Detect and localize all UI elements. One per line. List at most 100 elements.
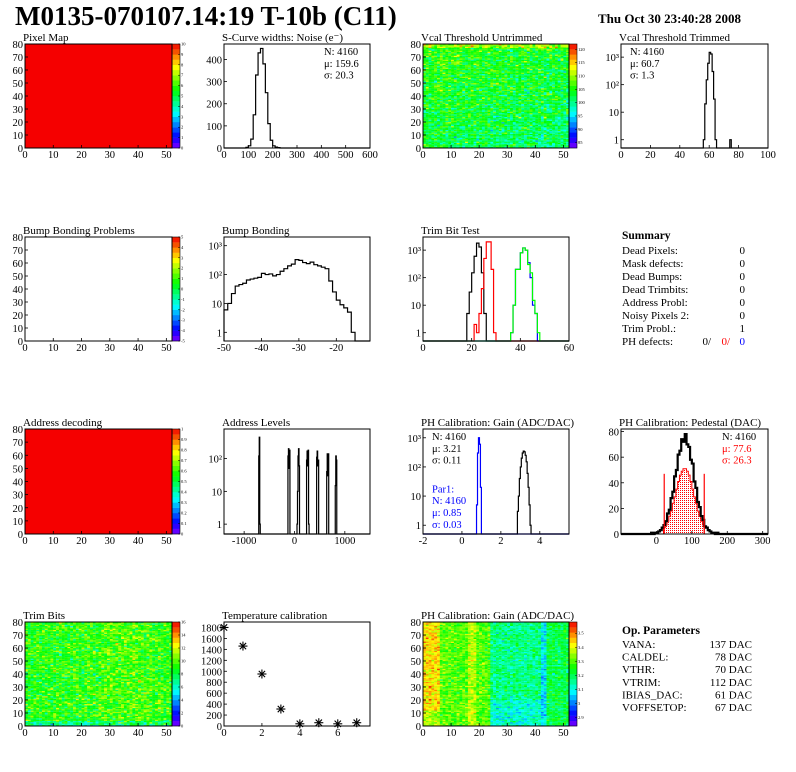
heatmap-cell [467, 107, 471, 110]
plot-frame [620, 428, 769, 535]
heatmap-cell [524, 59, 528, 62]
heatmap-cell [546, 79, 550, 81]
heatmap-cell [510, 132, 513, 134]
heatmap-cell [425, 57, 429, 59]
color-scale-label: 85 [578, 140, 583, 145]
heatmap-cell [36, 703, 40, 706]
heatmap-cell [543, 101, 547, 103]
chart-title: PH Calibration: Gain (ADC/DAC) [421, 417, 574, 429]
heatmap-cell [437, 89, 440, 91]
heatmap-cell [434, 97, 438, 99]
heatmap-cell [529, 138, 533, 141]
heatmap-cell [448, 88, 452, 90]
heatmap-cell [540, 122, 544, 124]
heatmap-cell [552, 50, 556, 52]
heatmap-cell [425, 123, 429, 125]
heatmap-cell [451, 55, 455, 58]
heatmap-cell [30, 720, 34, 723]
heatmap-cell [554, 125, 558, 128]
heatmap-cell [439, 44, 443, 46]
heatmap-cell [543, 86, 547, 89]
heatmap-cell [526, 77, 530, 80]
heatmap-cell [493, 123, 497, 125]
heatmap-cell [557, 59, 561, 62]
heatmap-cell [549, 68, 553, 71]
chart-pad: Address decoding00.10.20.30.40.50.60.70.… [13, 417, 188, 547]
heatmap-cell [535, 144, 539, 146]
heatmap-cell [552, 80, 556, 82]
color-scale-label: -4 [181, 328, 185, 333]
color-scale-band [172, 523, 180, 529]
y-tick-label: 300 [206, 78, 222, 89]
heatmap-cell [456, 53, 460, 55]
y-tick-label: 60 [13, 451, 24, 462]
heatmap-cell [552, 96, 556, 98]
heatmap-cell [27, 625, 31, 628]
heatmap-cell [425, 119, 429, 121]
heatmap-cell [535, 110, 539, 112]
heatmap-cell [524, 124, 528, 127]
heatmap-cell [33, 623, 37, 625]
heatmap-cell [524, 63, 528, 65]
heatmap-cell [487, 59, 491, 62]
heatmap-cell [484, 77, 488, 80]
heatmap-cell [453, 47, 457, 50]
heatmap-cell [33, 661, 37, 663]
heatmap-cell [425, 125, 429, 128]
heatmap-cell [30, 698, 34, 701]
heatmap-cell [33, 696, 37, 698]
heatmap-cell [481, 132, 485, 134]
heatmap-cell [456, 75, 460, 77]
heatmap-cell [529, 58, 533, 60]
heatmap-cell [563, 101, 567, 103]
heatmap-cell [560, 120, 564, 123]
heatmap-cell [507, 129, 511, 132]
heatmap-cell [453, 112, 457, 115]
heatmap-cell [518, 133, 522, 136]
heatmap-cell [423, 84, 426, 86]
heatmap-cell [552, 119, 556, 121]
heatmap-cell [465, 77, 469, 80]
heatmap-cell [496, 84, 499, 86]
heatmap-cell [529, 120, 533, 123]
heatmap-cell [540, 142, 544, 145]
heatmap-cell [510, 83, 513, 85]
heatmap-cell [512, 76, 516, 78]
heatmap-cell [496, 90, 499, 93]
heatmap-cell [36, 701, 40, 703]
heatmap-cell [470, 59, 474, 62]
heatmap-cell [465, 106, 469, 108]
heatmap-cell [25, 711, 28, 714]
heatmap-cell [493, 53, 497, 55]
heatmap-cell [512, 54, 516, 56]
heatmap-cell [439, 57, 443, 59]
heatmap-cell [434, 75, 438, 77]
heatmap-cell [552, 125, 556, 128]
heatmap-cell [467, 49, 471, 51]
heatmap-cell [566, 106, 570, 108]
heatmap-cell [532, 112, 536, 115]
color-scale-label: 4 [181, 104, 184, 109]
heatmap-cell [30, 690, 34, 693]
heatmap-cell [532, 136, 536, 138]
heatmap-cell [566, 118, 570, 120]
heatmap-cell [487, 142, 491, 145]
heatmap-cell [476, 115, 480, 117]
heatmap-cell [481, 118, 485, 120]
heatmap-cell [33, 646, 37, 649]
heatmap-cell [467, 75, 471, 77]
heatmap-cell [526, 119, 530, 121]
heatmap-cell [459, 81, 463, 84]
heatmap-cell [512, 138, 516, 141]
heatmap-cell [538, 123, 542, 125]
heatmap-cell [510, 124, 513, 127]
heatmap-cell [451, 102, 455, 104]
heatmap-cell [510, 53, 513, 55]
heatmap-cell [27, 692, 31, 694]
heatmap-cell [546, 93, 550, 95]
heatmap-cell [481, 57, 485, 59]
heatmap-cell [518, 123, 522, 125]
heatmap-cell [563, 142, 567, 145]
heatmap-cell [425, 101, 429, 103]
heatmap-cell [473, 85, 477, 88]
